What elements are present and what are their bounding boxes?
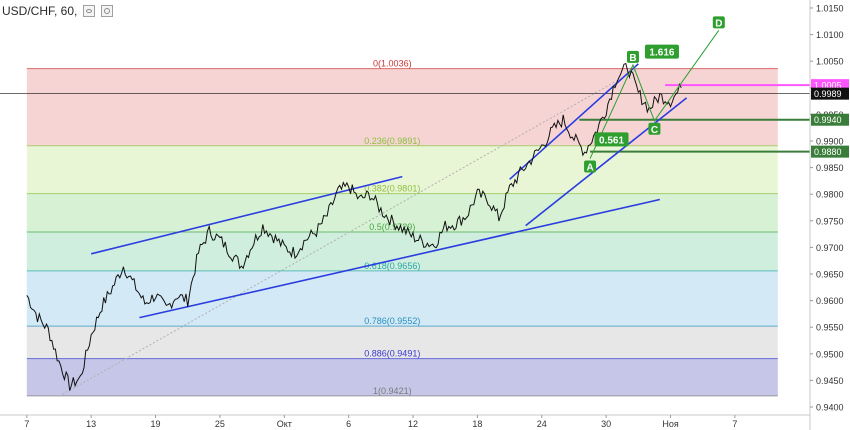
trend-channel-line: [90, 175, 403, 255]
fib-band: [26, 326, 778, 359]
x-tick-label: 30: [601, 419, 611, 429]
price-tag-box: [811, 87, 849, 100]
pattern-ratio-label: 0.561: [599, 135, 624, 146]
pattern-point-label: B: [629, 53, 636, 64]
price-tag-label: 0.9940: [814, 115, 842, 125]
harmonic-pattern-line: [589, 30, 720, 159]
y-tick-label: 0.9800: [816, 190, 844, 200]
x-tick-label: 6: [346, 419, 351, 429]
pattern-point-label: D: [715, 18, 722, 29]
x-tick-label: 12: [408, 419, 418, 429]
x-tick-label: 18: [472, 419, 482, 429]
pattern-ratio-box: [594, 132, 629, 147]
fib-level-label: 0.786(0.9552): [364, 316, 420, 326]
trend-channel-line: [139, 198, 660, 319]
symbol-title: USD/CHF, 60,: [2, 4, 78, 18]
fib-projection-line: [58, 68, 639, 397]
chart-header: USD/CHF, 60,: [2, 4, 114, 18]
y-tick-label: 0.9500: [816, 349, 844, 359]
x-tick-label: 25: [215, 419, 225, 429]
price-tag-box: [811, 113, 849, 126]
fib-band: [26, 270, 778, 327]
trend-channel-line: [525, 97, 688, 227]
y-tick-label: 0.9900: [816, 136, 844, 146]
fib-band: [26, 68, 778, 146]
x-tick-label: 7: [732, 419, 737, 429]
fib-band: [26, 193, 778, 232]
price-series-line: [26, 62, 682, 391]
x-tick-label: 24: [537, 419, 547, 429]
eye-icon[interactable]: [83, 5, 96, 17]
pattern-ratio-box: [644, 44, 679, 59]
y-tick-label: 0.9850: [816, 163, 844, 173]
pattern-point-marker: [712, 16, 725, 29]
price-tag-box: [811, 145, 849, 158]
pattern-point-marker: [626, 50, 639, 63]
pattern-point-marker: [648, 122, 661, 135]
fib-level-label: 0.236(0.9891): [364, 136, 420, 146]
y-tick-label: 0.9650: [816, 270, 844, 280]
price-tag-label: 1.0005: [814, 81, 842, 91]
fib-level-label: 1(0.9421): [373, 386, 412, 396]
fib-level-label: 0.5(0.9729): [369, 222, 415, 232]
fib-level-label: 0.886(0.9491): [364, 349, 420, 359]
price-tag-label: 0.9880: [814, 147, 842, 157]
y-tick-label: 0.9400: [816, 403, 844, 413]
gear-icon[interactable]: [101, 5, 114, 17]
x-tick-label: Ноя: [662, 419, 679, 429]
y-tick-label: 1.0150: [816, 3, 844, 13]
x-tick-label: 7: [24, 419, 29, 429]
fib-band: [26, 358, 778, 396]
fib-level-label: 0.618(0.9656): [364, 261, 420, 271]
y-tick-label: 0.9750: [816, 216, 844, 226]
pattern-ratio-label: 1.616: [649, 48, 674, 59]
y-tick-label: 1.0100: [816, 30, 844, 40]
x-tick-label: Окт: [277, 419, 292, 429]
y-tick-label: 0.9700: [816, 243, 844, 253]
pattern-point-marker: [584, 160, 597, 173]
y-tick-label: 1.0050: [816, 57, 844, 67]
price-tag-label: 0.9989: [814, 89, 842, 99]
y-tick-label: 0.9450: [816, 376, 844, 386]
x-tick-label: 19: [151, 419, 161, 429]
x-tick-label: 13: [86, 419, 96, 429]
pattern-point-label: A: [586, 163, 593, 174]
y-tick-label: 0.9600: [816, 296, 844, 306]
fib-level-label: 0(1.0036): [373, 59, 412, 69]
fib-band: [26, 145, 778, 194]
fib-level-label: 0.382(0.9801): [364, 184, 420, 194]
pattern-point-label: C: [651, 125, 658, 136]
y-tick-label: 0.9550: [816, 323, 844, 333]
